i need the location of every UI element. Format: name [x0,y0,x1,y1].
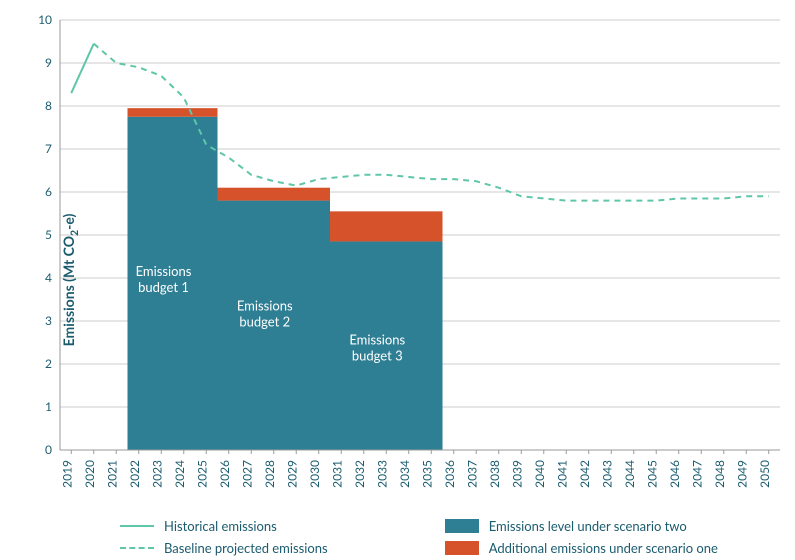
chart-plot: 012345678910Emissionsbudget 1Emissionsbu… [0,0,795,500]
x-tick-label: 2030 [307,460,322,488]
legend-label: Baseline projected emissions [164,540,328,556]
x-tick-label: 2020 [82,460,97,488]
x-tick-label: 2025 [194,460,209,488]
x-tick-label: 2041 [554,460,569,488]
x-tick-label: 2048 [712,460,727,488]
y-tick-label: 4 [45,270,52,285]
y-tick-label: 9 [45,55,52,70]
x-tick-label: 2043 [599,460,614,488]
y-tick-label: 6 [45,184,52,199]
historical-emissions-line [71,44,94,93]
x-tick-label: 2045 [644,460,659,488]
legend-label: Emissions level under scenario two [489,518,687,534]
x-tick-label: 2037 [464,460,479,488]
chart-legend: Historical emissions Emissions level unde… [120,518,775,556]
x-tick-label: 2038 [487,460,502,488]
budget-bar-scenario-one-additional [128,108,218,117]
y-axis-title: Emissions (Mt CO2-e) [60,214,81,347]
budget-label: budget 3 [352,348,403,364]
x-tick-label: 2047 [689,460,704,488]
x-tick-label: 2049 [734,460,749,488]
x-tick-label: 2034 [397,460,412,488]
x-tick-label: 2028 [262,460,277,488]
x-tick-label: 2050 [757,460,772,488]
y-tick-label: 0 [45,442,52,457]
y-tick-label: 10 [38,12,52,27]
x-tick-label: 2044 [622,460,637,488]
x-tick-label: 2031 [329,460,344,488]
x-tick-label: 2024 [172,460,187,488]
x-tick-label: 2039 [509,460,524,488]
y-tick-label: 2 [45,356,52,371]
budget-bar-scenario-one-additional [330,211,443,241]
budget-label: Emissions [237,297,293,313]
y-tick-label: 7 [45,141,52,156]
legend-label: Additional emissions under scenario one [489,540,718,556]
x-tick-label: 2035 [419,460,434,488]
budget-label: budget 1 [138,279,189,295]
x-tick-label: 2019 [59,460,74,488]
legend-item: Historical emissions [120,518,385,534]
x-tick-label: 2029 [284,460,299,488]
legend-swatch-dash [120,547,154,549]
x-tick-label: 2036 [442,460,457,488]
x-tick-label: 2042 [577,460,592,488]
y-tick-label: 5 [45,227,52,242]
budget-label: Emissions [136,263,192,279]
emissions-chart: Emissions (Mt CO2-e) 0 1 2 3 4 5 6 7 8 9 10 Emissio… [0,0,795,560]
budget-label: budget 2 [239,313,290,329]
x-tick-label: 2023 [149,460,164,488]
legend-swatch-rect [445,519,479,533]
budget-label: Emissions [349,332,405,348]
x-tick-label: 2027 [239,460,254,488]
legend-label: Historical emissions [164,518,277,534]
legend-item: Additional emissions under scenario one [445,540,775,556]
legend-item: Baseline projected emissions [120,540,385,556]
budget-bar-scenario-one-additional [218,188,331,201]
legend-item: Emissions level under scenario two [445,518,775,534]
x-tick-label: 2032 [352,460,367,488]
y-tick-label: 1 [45,399,52,414]
x-tick-label: 2033 [374,460,389,488]
legend-swatch-line [120,525,154,527]
y-tick-label: 8 [45,98,52,113]
y-tick-label: 3 [45,313,52,328]
x-tick-label: 2021 [104,460,119,488]
legend-swatch-rect [445,541,479,555]
x-tick-label: 2046 [667,460,682,488]
x-tick-label: 2040 [532,460,547,488]
x-tick-label: 2022 [127,460,142,488]
x-tick-label: 2026 [217,460,232,488]
